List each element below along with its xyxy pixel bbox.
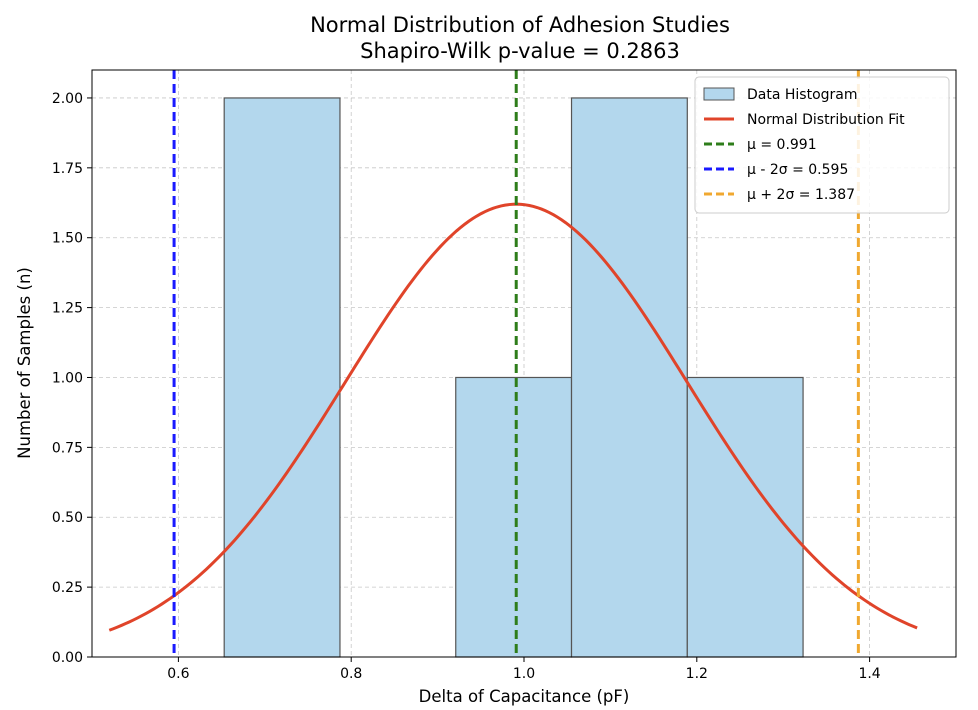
y-tick-label-3: 0.75 (52, 440, 83, 456)
legend-item-histogram-label: Data Histogram (747, 87, 858, 103)
legend-box (694, 76, 950, 214)
legend-item-histogram-swatch (703, 87, 735, 101)
x-tick-label-4: 1.4 (858, 666, 880, 682)
y-tick-label-1: 0.25 (52, 580, 83, 596)
y-tick-label-2: 0.50 (52, 510, 83, 526)
normal-fit-line (108, 202, 918, 632)
chart-subtitle: Shapiro-Wilk p-value = 0.2863 (360, 39, 680, 63)
legend-item-normal-fit-label: Normal Distribution Fit (747, 112, 905, 128)
y-tick-label-8: 2.00 (52, 91, 83, 107)
x-axis-ticks: 0.6 0.8 1.0 1.2 1.4 (167, 657, 881, 682)
histogram-bar-2 (455, 376, 573, 658)
histogram-bars (223, 97, 804, 658)
y-tick-label-0: 0.00 (52, 650, 83, 666)
normal-fit-curve (108, 202, 918, 632)
legend-item-mean-label: μ = 0.991 (747, 137, 817, 153)
histogram-bar-4 (686, 376, 804, 658)
x-tick-label-0: 0.6 (167, 666, 189, 682)
histogram-bar-3 (570, 97, 688, 658)
y-axis-ticks: 0.00 0.25 0.50 0.75 1.00 1.25 1.50 1.75 2.00 (52, 91, 92, 666)
x-tick-label-2: 1.0 (513, 666, 535, 682)
legend-item-minus-2sigma-label: μ - 2σ = 0.595 (747, 162, 848, 178)
chart-title: Normal Distribution of Adhesion Studies (310, 13, 730, 37)
histogram-bar-0 (223, 97, 341, 658)
legend: Data Histogram Normal Distribution Fit μ =… (694, 76, 950, 214)
y-tick-label-5: 1.25 (52, 301, 83, 317)
x-tick-label-3: 1.2 (686, 666, 708, 682)
y-tick-label-4: 1.00 (52, 370, 83, 386)
x-axis-label: Delta of Capacitance (pF) (419, 687, 630, 706)
x-tick-label-1: 0.8 (340, 666, 362, 682)
y-axis-label: Number of Samples (n) (15, 267, 34, 459)
y-tick-label-7: 1.75 (52, 161, 83, 177)
legend-item-plus-2sigma-label: μ + 2σ = 1.387 (747, 187, 855, 203)
y-tick-label-6: 1.50 (52, 231, 83, 247)
